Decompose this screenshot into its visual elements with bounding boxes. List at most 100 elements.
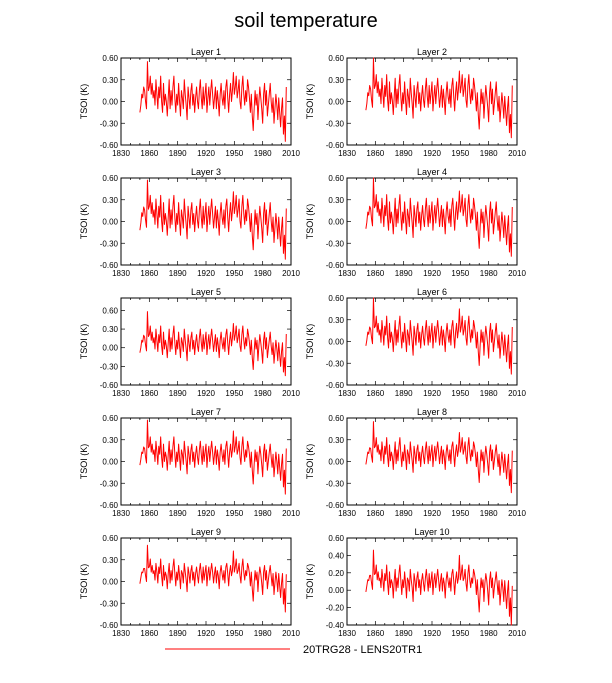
y-tick-label: 0.60 xyxy=(102,174,118,183)
y-tick-label: 0.60 xyxy=(102,534,118,543)
x-tick-label: 1980 xyxy=(254,149,272,158)
panel-title: Layer 9 xyxy=(191,527,221,537)
x-tick-label: 2010 xyxy=(508,149,526,158)
x-tick-label: 1920 xyxy=(423,509,441,518)
x-tick-label: 1860 xyxy=(140,149,158,158)
x-tick-label: 1860 xyxy=(366,509,384,518)
x-tick-label: 1950 xyxy=(451,509,469,518)
panel-title: Layer 7 xyxy=(191,407,221,417)
y-tick-label: 0.40 xyxy=(328,551,344,560)
y-axis-label: TSOI (K) xyxy=(79,444,89,480)
x-tick-label: 1860 xyxy=(366,389,384,398)
panel-title: Layer 6 xyxy=(417,287,447,297)
y-axis-label: TSOI (K) xyxy=(79,324,89,360)
y-tick-label: -0.40 xyxy=(326,621,345,630)
x-tick-label: 2010 xyxy=(282,269,300,278)
y-tick-label: 0.20 xyxy=(328,569,344,578)
series-line xyxy=(139,311,287,377)
panel-title: Layer 4 xyxy=(417,167,447,177)
y-tick-label: -0.60 xyxy=(326,141,345,150)
x-tick-label: 1890 xyxy=(395,269,413,278)
panel-2: Layer 2 1830 1860 1890 1920 1950 1980 2010 -0.60… xyxy=(305,47,526,158)
y-tick-label: -0.60 xyxy=(326,501,345,510)
x-tick-label: 1920 xyxy=(423,389,441,398)
x-tick-label: 1830 xyxy=(112,149,130,158)
series-line xyxy=(365,57,513,139)
y-tick-label: 0.60 xyxy=(102,54,118,63)
x-tick-label: 1860 xyxy=(140,509,158,518)
y-tick-label: -0.30 xyxy=(326,119,345,128)
series-line xyxy=(365,421,513,494)
y-tick-label: 0.60 xyxy=(328,294,344,303)
x-tick-label: 1860 xyxy=(140,629,158,638)
x-tick-label: 1830 xyxy=(112,629,130,638)
y-tick-label: -0.20 xyxy=(326,604,345,613)
x-tick-label: 1920 xyxy=(423,629,441,638)
x-tick-label: 1890 xyxy=(395,149,413,158)
y-axis-label: TSOI (K) xyxy=(305,204,315,240)
panel-3: Layer 3 1830 1860 1890 1920 1950 1980 2010 -0.60… xyxy=(79,167,300,278)
x-tick-label: 1860 xyxy=(366,629,384,638)
series-line xyxy=(139,544,287,613)
y-tick-label: 0.60 xyxy=(328,534,344,543)
y-tick-label: -0.60 xyxy=(326,381,345,390)
y-tick-label: 0.00 xyxy=(102,578,118,587)
series-line xyxy=(365,549,513,626)
y-axis-label: TSOI (K) xyxy=(305,84,315,120)
y-tick-label: 0.30 xyxy=(328,196,344,205)
panel-title: Layer 3 xyxy=(191,167,221,177)
x-tick-label: 1980 xyxy=(480,269,498,278)
x-tick-label: 1890 xyxy=(169,629,187,638)
x-tick-label: 2010 xyxy=(282,149,300,158)
y-tick-label: -0.60 xyxy=(100,381,119,390)
x-tick-label: 1830 xyxy=(338,149,356,158)
x-tick-label: 1830 xyxy=(112,389,130,398)
y-tick-label: 0.30 xyxy=(102,436,118,445)
panel-title: Layer 1 xyxy=(191,47,221,57)
x-tick-label: 1860 xyxy=(366,149,384,158)
y-axis-label: TSOI (K) xyxy=(305,444,315,480)
x-tick-label: 1890 xyxy=(169,149,187,158)
y-tick-label: 0.00 xyxy=(102,458,118,467)
x-tick-label: 2010 xyxy=(508,269,526,278)
y-tick-label: 0.00 xyxy=(328,458,344,467)
x-tick-label: 1950 xyxy=(451,149,469,158)
panel-title: Layer 10 xyxy=(414,527,449,537)
series-line xyxy=(139,61,287,142)
panel-title: Layer 5 xyxy=(191,287,221,297)
x-tick-label: 2010 xyxy=(282,509,300,518)
x-tick-label: 1920 xyxy=(423,269,441,278)
y-tick-label: 0.00 xyxy=(328,586,344,595)
x-tick-label: 1830 xyxy=(338,629,356,638)
x-tick-label: 1860 xyxy=(140,389,158,398)
x-tick-label: 1890 xyxy=(169,269,187,278)
y-tick-label: -0.60 xyxy=(326,261,345,270)
y-tick-label: 0.00 xyxy=(328,218,344,227)
x-tick-label: 1980 xyxy=(254,629,272,638)
y-tick-label: -0.30 xyxy=(100,479,119,488)
x-tick-label: 2010 xyxy=(508,389,526,398)
x-tick-label: 1980 xyxy=(480,509,498,518)
y-tick-label: -0.30 xyxy=(100,119,119,128)
x-tick-label: 1950 xyxy=(451,629,469,638)
x-tick-label: 1920 xyxy=(197,389,215,398)
panels-group: Layer 1 1830 1860 1890 1920 1950 1980 2010 -0.60… xyxy=(79,47,526,638)
x-tick-label: 1830 xyxy=(112,509,130,518)
x-tick-label: 1830 xyxy=(338,389,356,398)
y-tick-label: -0.30 xyxy=(326,479,345,488)
y-tick-label: 0.30 xyxy=(328,76,344,85)
panel-8: Layer 8 1830 1860 1890 1920 1950 1980 2010 -0.60… xyxy=(305,407,526,518)
series-line xyxy=(365,177,513,257)
y-tick-label: -0.30 xyxy=(326,359,345,368)
x-tick-label: 1950 xyxy=(225,149,243,158)
y-tick-label: 0.00 xyxy=(328,98,344,107)
y-tick-label: -0.30 xyxy=(326,239,345,248)
y-tick-label: -0.30 xyxy=(100,362,119,371)
x-tick-label: 1920 xyxy=(197,509,215,518)
series-line xyxy=(365,297,513,375)
y-tick-label: 0.00 xyxy=(102,218,118,227)
x-tick-label: 2010 xyxy=(282,389,300,398)
panel-4: Layer 4 1830 1860 1890 1920 1950 1980 2010 -0.60… xyxy=(305,167,526,278)
legend-label: 20TRG28 - LENS20TR1 xyxy=(303,644,422,656)
y-tick-label: -0.60 xyxy=(100,141,119,150)
